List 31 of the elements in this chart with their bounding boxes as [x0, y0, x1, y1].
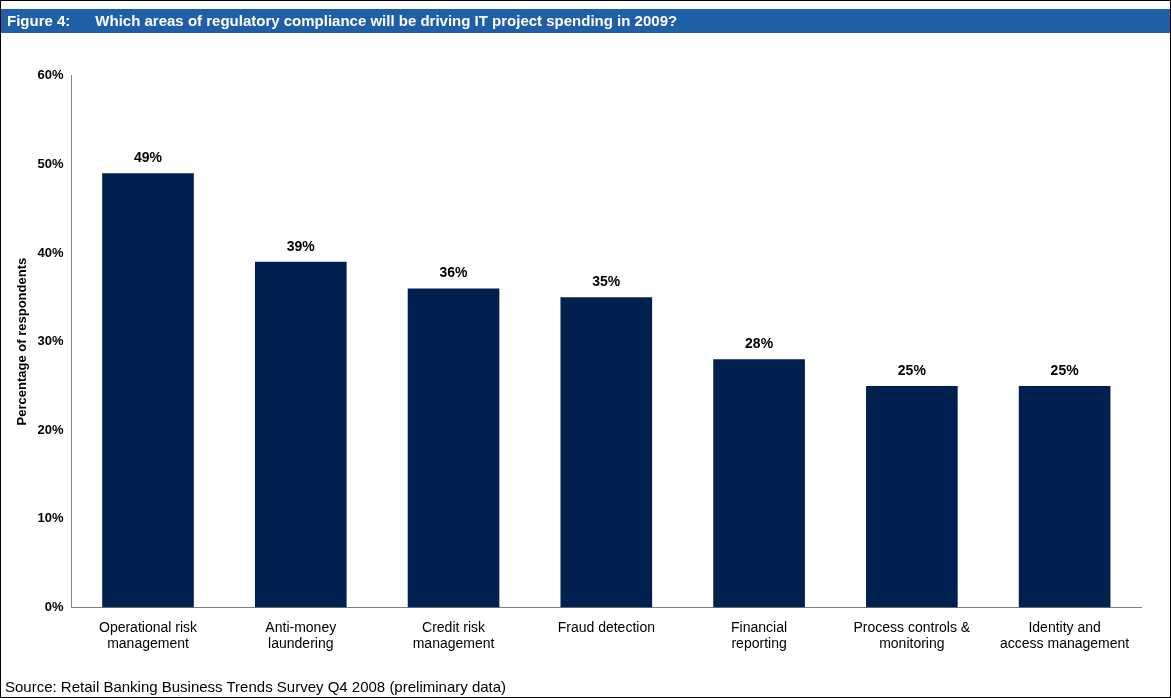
- chart-title: Figure 4: Which areas of regulatory compliance will be driving IT project spending in 2009?: [1, 9, 1170, 33]
- bar: [713, 359, 805, 608]
- bar: [1018, 385, 1111, 608]
- x-tick-label: Anti-money laundering: [265, 618, 337, 652]
- data-label: 49%: [133, 149, 163, 166]
- y-tick-label: 60%: [37, 67, 65, 83]
- source-note: Source: Retail Banking Business Trends Survey Q4 2008 (preliminary data): [5, 678, 507, 695]
- data-label: 25%: [1050, 361, 1080, 378]
- x-tick-label: Identity and access management: [1000, 618, 1130, 652]
- x-tick-label: Credit risk management: [412, 618, 495, 652]
- data-label: 39%: [286, 237, 316, 254]
- y-tick-label: 20%: [37, 421, 65, 437]
- x-tick-label: Process controls & monitoring: [853, 618, 971, 652]
- bar: [866, 385, 958, 608]
- x-tick-label: Financial reporting: [731, 618, 788, 652]
- bar: [254, 261, 347, 608]
- data-label: 28%: [745, 335, 774, 352]
- y-tick-label: 0%: [44, 598, 65, 614]
- bar: [102, 173, 194, 608]
- bar: [407, 288, 500, 608]
- bar: [560, 297, 653, 608]
- y-tick-label: 50%: [37, 155, 65, 171]
- y-axis-title: Percentage of respondents: [14, 257, 30, 426]
- data-label: 36%: [439, 264, 469, 281]
- y-tick-label: 40%: [37, 244, 65, 260]
- data-label: 25%: [897, 361, 927, 378]
- x-tick-label: Operational risk management: [98, 618, 199, 652]
- y-tick-label: 30%: [37, 333, 65, 349]
- y-tick-label: 10%: [37, 510, 65, 526]
- data-label: 35%: [592, 273, 621, 290]
- x-tick-label: Fraud detection: [557, 618, 655, 635]
